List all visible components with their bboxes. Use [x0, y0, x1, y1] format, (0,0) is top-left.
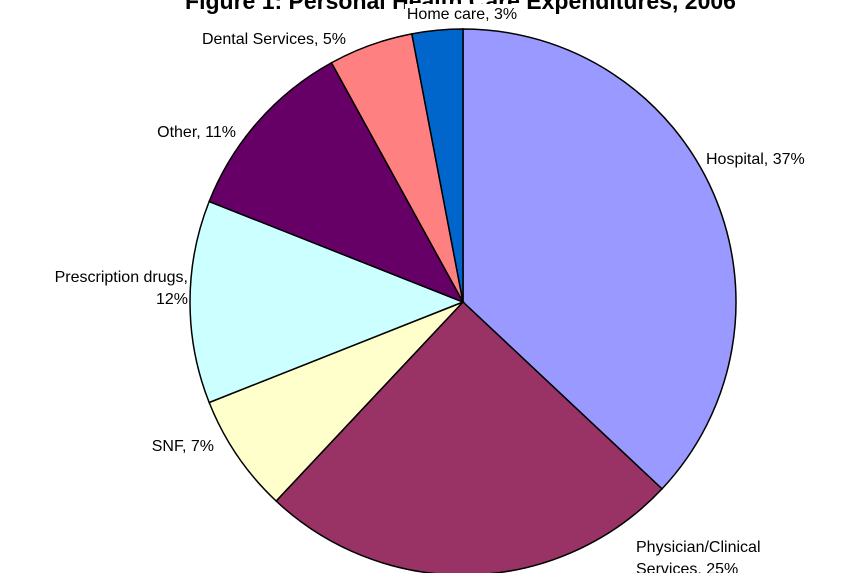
- slice-label: Home care, 3%: [404, 4, 520, 26]
- slice-label: Prescription drugs, 12%: [54, 269, 188, 308]
- pie-slice: [208, 301, 464, 503]
- pie-slice: [462, 28, 737, 490]
- pie-slice: [189, 200, 466, 404]
- slice-label: Dental Services, 5%: [201, 31, 346, 48]
- slice-label: SNF, 7%: [151, 438, 214, 455]
- slice-label: Other, 11%: [157, 124, 236, 141]
- pie-slice: [275, 300, 664, 573]
- slice-label: Hospital, 37%: [706, 151, 805, 168]
- pie-slice: [208, 61, 465, 304]
- slice-label: Physician/Clinical Services, 25%: [636, 539, 761, 573]
- pie-slice: [410, 28, 464, 303]
